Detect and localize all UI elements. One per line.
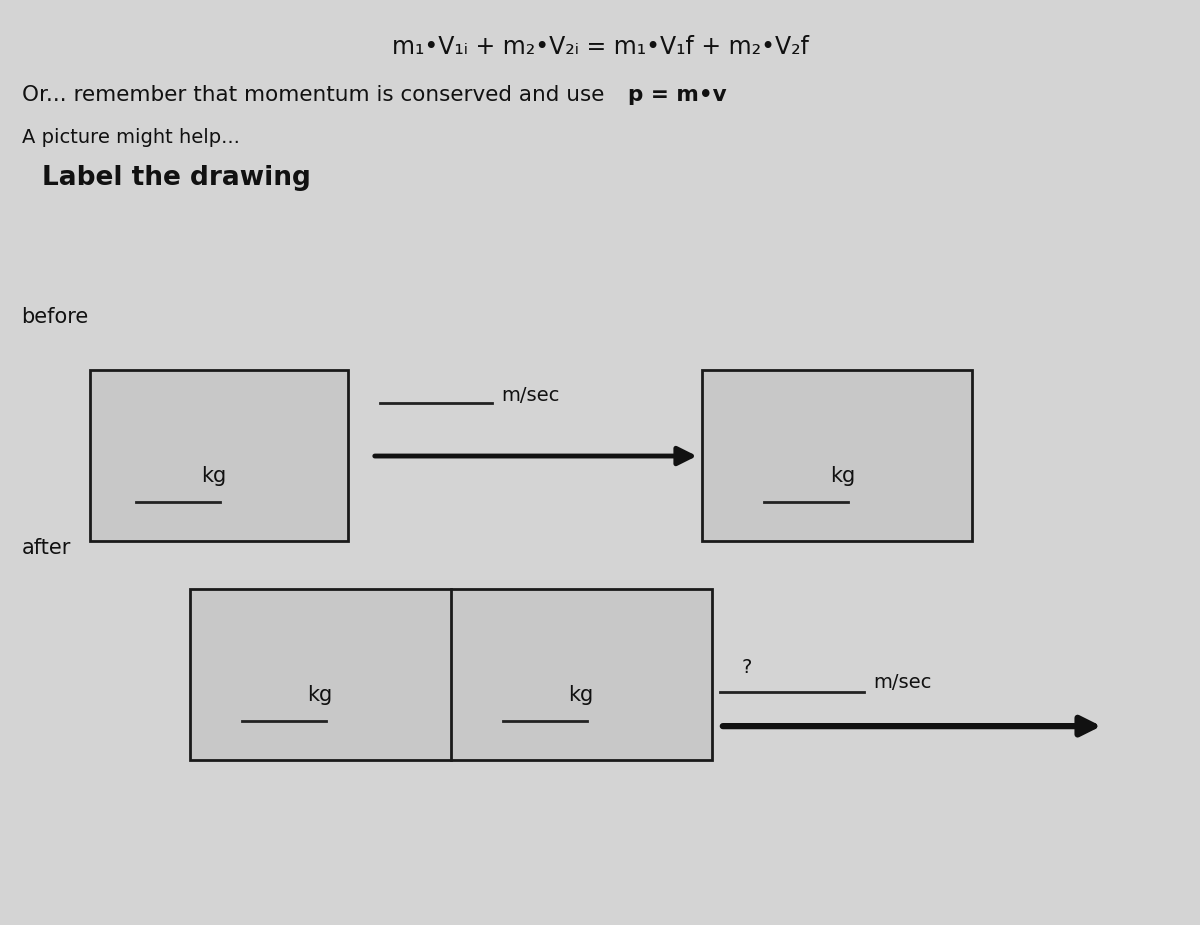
- Text: after: after: [22, 538, 71, 559]
- Text: kg: kg: [307, 685, 332, 706]
- Text: kg: kg: [569, 685, 594, 706]
- Text: kg: kg: [202, 466, 227, 487]
- Text: A picture might help...: A picture might help...: [22, 128, 240, 147]
- Text: m₁•V₁ᵢ + m₂•V₂ᵢ = m₁•V₁f + m₂•V₂f: m₁•V₁ᵢ + m₂•V₂ᵢ = m₁•V₁f + m₂•V₂f: [391, 35, 809, 59]
- Text: Label the drawing: Label the drawing: [42, 165, 311, 191]
- Text: before: before: [22, 307, 89, 327]
- Text: kg: kg: [829, 466, 856, 487]
- Text: m/sec: m/sec: [502, 387, 560, 405]
- Bar: [702, 370, 972, 541]
- Text: ?: ?: [742, 659, 751, 677]
- Bar: [90, 370, 348, 541]
- Text: p = m•v: p = m•v: [628, 85, 726, 105]
- Text: Or... remember that momentum is conserved and use: Or... remember that momentum is conserve…: [22, 85, 611, 105]
- Text: m/sec: m/sec: [874, 673, 932, 692]
- Bar: [190, 589, 712, 760]
